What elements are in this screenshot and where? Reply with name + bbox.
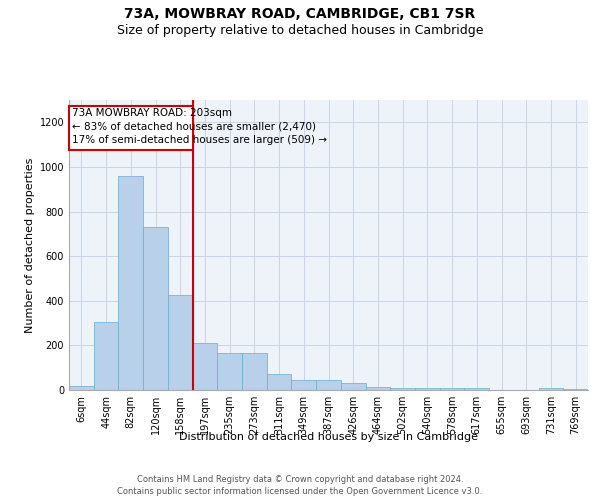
Bar	[118, 176, 143, 390]
Bar	[539, 388, 563, 390]
Bar	[316, 380, 341, 390]
Bar	[69, 386, 94, 390]
Bar	[267, 374, 292, 390]
Bar	[390, 388, 415, 390]
Bar	[563, 389, 588, 390]
Bar	[341, 384, 365, 390]
Bar	[292, 380, 316, 390]
Bar	[365, 386, 390, 390]
Bar	[217, 353, 242, 390]
Y-axis label: Number of detached properties: Number of detached properties	[25, 158, 35, 332]
Text: Size of property relative to detached houses in Cambridge: Size of property relative to detached ho…	[117, 24, 483, 37]
Bar	[193, 343, 217, 390]
Bar	[168, 295, 193, 390]
Bar	[440, 388, 464, 390]
FancyBboxPatch shape	[70, 106, 193, 150]
Bar	[464, 388, 489, 390]
Text: 73A, MOWBRAY ROAD, CAMBRIDGE, CB1 7SR: 73A, MOWBRAY ROAD, CAMBRIDGE, CB1 7SR	[124, 8, 476, 22]
Bar	[242, 353, 267, 390]
Bar	[415, 388, 440, 390]
Bar	[143, 227, 168, 390]
Text: 73A MOWBRAY ROAD: 203sqm
← 83% of detached houses are smaller (2,470)
17% of sem: 73A MOWBRAY ROAD: 203sqm ← 83% of detach…	[73, 108, 328, 144]
Text: Distribution of detached houses by size in Cambridge: Distribution of detached houses by size …	[179, 432, 478, 442]
Bar	[94, 322, 118, 390]
Text: Contains HM Land Registry data © Crown copyright and database right 2024.
Contai: Contains HM Land Registry data © Crown c…	[118, 474, 482, 496]
